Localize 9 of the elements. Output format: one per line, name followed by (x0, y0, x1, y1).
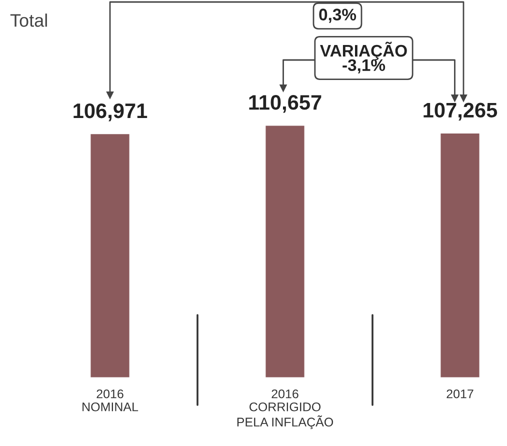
text: 0,3% (319, 8, 356, 23)
data-label: 110,657 (249, 95, 322, 113)
x-tick-label: 2016 NOMINAL (82, 389, 138, 412)
x-tick-label: 2016 CORRIGIDO PELA INFLAÇÃO (237, 389, 334, 430)
data-label: 107,265 (424, 102, 498, 121)
chart-title: Total (10, 14, 47, 27)
data-label: 106,971 (74, 103, 148, 122)
x-tick-label: 2017 (446, 389, 474, 398)
text: VARIAÇÃO -3,1% (320, 42, 407, 74)
